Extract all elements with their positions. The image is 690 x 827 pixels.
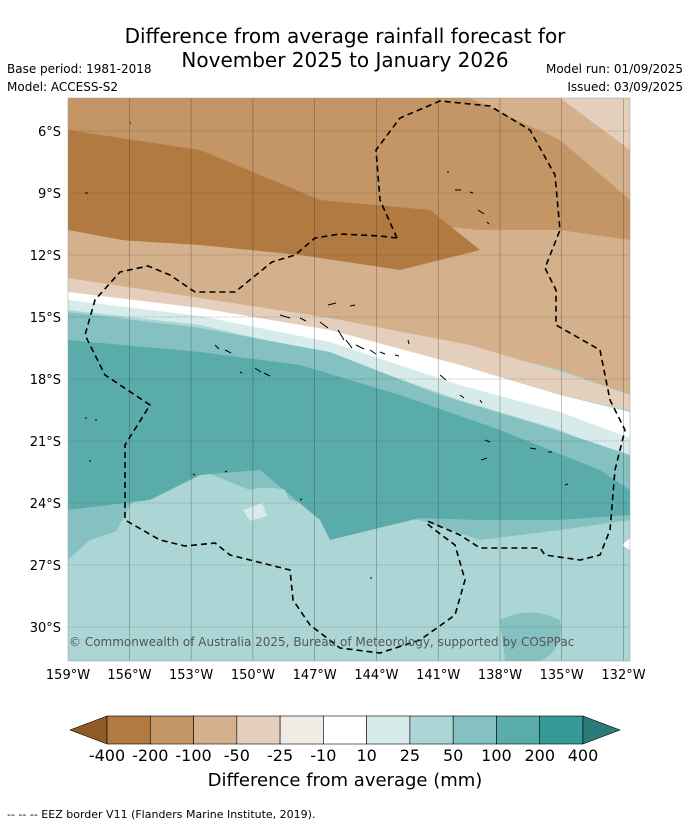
map-title: Difference from average rainfall forecas… [0, 24, 690, 72]
rainfall-map: © Commonwealth of Australia 2025, Bureau… [67, 97, 631, 662]
map-title-line2: November 2025 to January 2026 [181, 48, 509, 72]
lat-label: 27°S [30, 559, 61, 574]
band-plus10-island [243, 503, 267, 521]
graticule [68, 98, 630, 661]
band-plus25-south [68, 530, 630, 661]
lat-label: 15°S [30, 311, 61, 326]
band-minus200 [68, 130, 480, 270]
colorbar-left-extend [69, 715, 108, 745]
map-title-line1: Difference from average rainfall forecas… [124, 24, 566, 48]
colorbar-tick-label: -100 [175, 746, 211, 765]
colorbar-tick-label: 400 [568, 746, 599, 765]
colorbar-swatch [409, 715, 454, 745]
island-group-society [214, 344, 271, 377]
lat-label: 21°S [30, 435, 61, 450]
base-period-text: Base period: 1981-2018 [7, 62, 152, 76]
colorbar-swatch [149, 715, 194, 745]
colorbar-tick-label: 50 [443, 746, 463, 765]
meta-left: Base period: 1981-2018 Model: ACCESS-S2 [7, 60, 152, 96]
island-group-west [85, 122, 372, 579]
band-neutral [68, 292, 630, 440]
lon-label: 144°W [354, 668, 398, 683]
island-group-austral [439, 374, 569, 486]
lat-label: 24°S [30, 497, 61, 512]
lon-label: 150°W [231, 668, 275, 683]
lat-label: 6°S [38, 125, 61, 140]
map-frame [67, 97, 631, 662]
colorbar-swatch [279, 715, 324, 745]
lon-label: 159°W [46, 668, 90, 683]
lon-label: 153°W [169, 668, 213, 683]
lon-label: 141°W [416, 668, 460, 683]
lat-label: 9°S [38, 187, 61, 202]
meta-right: Model run: 01/09/2025 Issued: 03/09/2025 [546, 60, 683, 96]
colorbar-swatch [539, 715, 584, 745]
model-text: Model: ACCESS-S2 [7, 80, 119, 94]
colorbar-swatch [496, 715, 541, 745]
colorbar-swatch [323, 715, 367, 745]
lat-labels: 6°S 9°S 12°S 15°S 18°S 21°S 24°S 27°S 30… [30, 125, 61, 636]
eez-border-west [84, 233, 466, 654]
colorbar: -400 -200 -100 -50 -25 -10 10 25 50 100 200 400 [69, 715, 621, 765]
lon-label: 147°W [293, 668, 337, 683]
lon-label: 135°W [540, 668, 584, 683]
colorbar-tick-label: -25 [267, 746, 293, 765]
lat-label: 18°S [30, 373, 61, 388]
colorbar-tick-label: 10 [356, 746, 376, 765]
eez-border [84, 100, 626, 654]
band-minus100 [68, 98, 630, 240]
colorbar-tick-label: -200 [132, 746, 168, 765]
lon-label: 132°W [601, 668, 645, 683]
eez-border-north [375, 100, 626, 561]
colorbar-swatch [452, 715, 497, 745]
colorbar-label: Difference from average (mm) [207, 770, 483, 791]
lon-labels: 159°W 156°W 153°W 150°W 147°W 144°W 141°… [46, 668, 646, 683]
map-copyright: © Commonwealth of Australia 2025, Bureau… [69, 635, 574, 649]
island-group-tuamotu [279, 314, 410, 357]
colorbar-tick-label: 100 [481, 746, 512, 765]
colorbar-swatch [106, 715, 151, 745]
colorbar-swatch [236, 715, 281, 745]
colorbar-tick-label: -400 [89, 746, 125, 765]
colorbar-tick-label: -10 [310, 746, 336, 765]
colorbar-swatch [366, 715, 411, 745]
issued-text: Issued: 03/09/2025 [567, 80, 683, 94]
islands [85, 122, 569, 579]
lon-label: 156°W [107, 668, 151, 683]
colorbar-tick-label: 25 [400, 746, 420, 765]
colorbar-tick-label: -50 [224, 746, 250, 765]
lon-label: 138°W [478, 668, 522, 683]
band-plus10-east [622, 538, 630, 550]
lat-label: 30°S [30, 621, 61, 636]
colorbar-tick-label: 200 [524, 746, 555, 765]
eez-legend: -- -- -- EEZ border V11 (Flanders Marine… [7, 808, 316, 821]
model-run-text: Model run: 01/09/2025 [545, 62, 683, 76]
island-group-north [447, 171, 490, 225]
band-plus10 [68, 300, 630, 460]
band-plus50-south [500, 612, 561, 661]
colorbar-swatch [193, 715, 238, 745]
colorbar-right-extend [582, 715, 621, 745]
band-minus100-lower [68, 230, 630, 395]
band-plus100 [68, 340, 630, 540]
lat-label: 12°S [30, 249, 61, 264]
